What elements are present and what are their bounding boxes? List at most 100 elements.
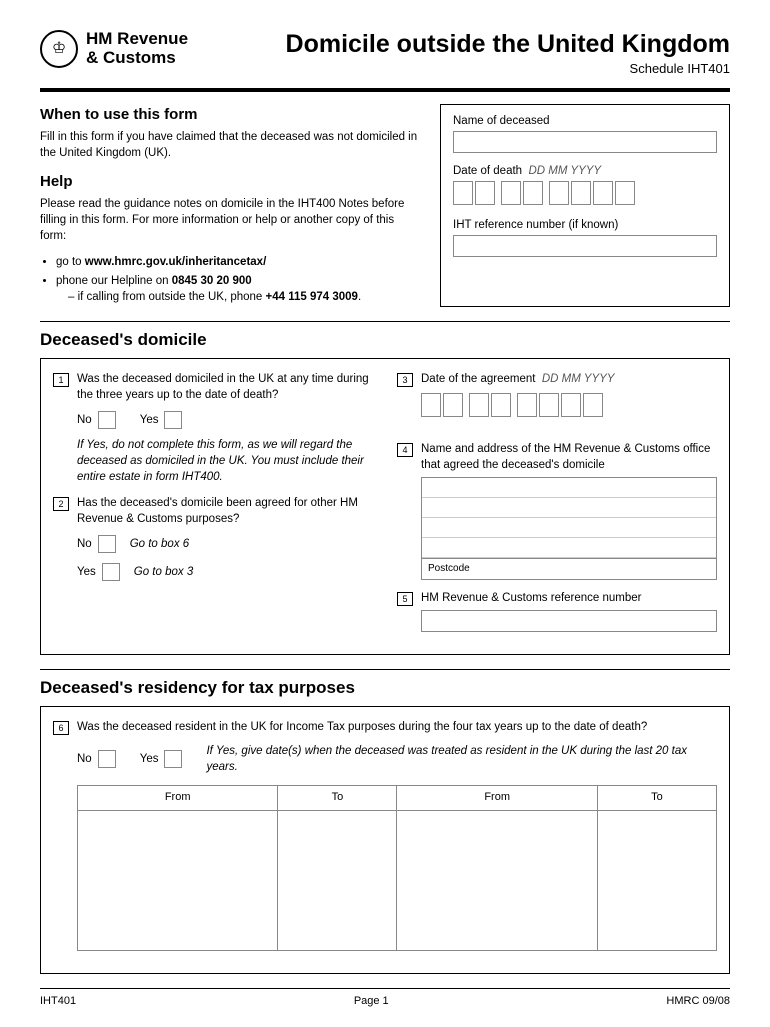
res-cell-3[interactable] xyxy=(397,810,597,950)
rule-2 xyxy=(40,669,730,670)
q3-label: Date of the agreement DD MM YYYY xyxy=(421,371,717,387)
footer: IHT401 Page 1 HMRC 09/08 xyxy=(40,988,730,1007)
domicile-col-right: 3 Date of the agreement DD MM YYYY 4 Nam… xyxy=(397,371,717,642)
q3-d1[interactable] xyxy=(421,393,441,417)
q3-num: 3 xyxy=(397,373,413,387)
when-text: Fill in this form if you have claimed th… xyxy=(40,129,420,161)
help-phone-intl: – if calling from outside the UK, phone … xyxy=(56,289,420,305)
intro-left: When to use this form Fill in this form … xyxy=(40,104,420,307)
deceased-info-box: Name of deceased Date of death DD MM YYY… xyxy=(440,104,730,307)
col-to-2: To xyxy=(597,786,716,810)
q1-no-label: No xyxy=(77,412,92,428)
q3-y2[interactable] xyxy=(539,393,559,417)
when-heading: When to use this form xyxy=(40,104,420,125)
dod-y4[interactable] xyxy=(615,181,635,205)
res-cell-4[interactable] xyxy=(597,810,716,950)
q6-yes-checkbox[interactable] xyxy=(164,750,182,768)
q6-no-checkbox[interactable] xyxy=(98,750,116,768)
org-name: HM Revenue & Customs xyxy=(86,30,188,67)
dod-boxes xyxy=(453,181,717,205)
q3-y3[interactable] xyxy=(561,393,581,417)
q4-text: Name and address of the HM Revenue & Cus… xyxy=(421,441,717,473)
dod-m2[interactable] xyxy=(523,181,543,205)
q2-text: Has the deceased's domicile been agreed … xyxy=(77,495,373,527)
dod-d2[interactable] xyxy=(475,181,495,205)
q1-yes-checkbox[interactable] xyxy=(164,411,182,429)
footer-center: Page 1 xyxy=(354,995,389,1007)
q4: 4 Name and address of the HM Revenue & C… xyxy=(397,441,717,580)
help-item-phone: phone our Helpline on 0845 30 20 900 – i… xyxy=(56,273,420,305)
rule-1 xyxy=(40,321,730,322)
q1-note: If Yes, do not complete this form, as we… xyxy=(77,437,373,485)
res-cell-2[interactable] xyxy=(278,810,397,950)
dod-d1[interactable] xyxy=(453,181,473,205)
q5: 5 HM Revenue & Customs reference number xyxy=(397,590,717,632)
q3-m2[interactable] xyxy=(491,393,511,417)
org-line1: HM Revenue xyxy=(86,30,188,49)
q2-yes-goto: Go to box 3 xyxy=(134,564,193,580)
col-from-1: From xyxy=(78,786,278,810)
q1-no-checkbox[interactable] xyxy=(98,411,116,429)
q2-yes-label: Yes xyxy=(77,564,96,580)
q4-num: 4 xyxy=(397,443,413,457)
q5-input[interactable] xyxy=(421,610,717,632)
section1-heading: Deceased's domicile xyxy=(40,330,730,350)
col-from-2: From xyxy=(397,786,597,810)
iht-input[interactable] xyxy=(453,235,717,257)
org-line2: & Customs xyxy=(86,49,188,68)
postcode-label: Postcode xyxy=(422,559,476,579)
q2-no-checkbox[interactable] xyxy=(98,535,116,553)
help-item-web: go to www.hmrc.gov.uk/inheritancetax/ xyxy=(56,254,420,270)
help-list: go to www.hmrc.gov.uk/inheritancetax/ ph… xyxy=(40,254,420,304)
form-subtitle: Schedule IHT401 xyxy=(286,61,730,76)
q3-d2[interactable] xyxy=(443,393,463,417)
q3-y1[interactable] xyxy=(517,393,537,417)
q5-num: 5 xyxy=(397,592,413,606)
q2: 2 Has the deceased's domicile been agree… xyxy=(53,495,373,589)
name-input[interactable] xyxy=(453,131,717,153)
q6-yes-label: Yes xyxy=(140,751,159,767)
q2-num: 2 xyxy=(53,497,69,511)
dod-m1[interactable] xyxy=(501,181,521,205)
q4-address-box[interactable]: Postcode xyxy=(421,477,717,580)
help-text: Please read the guidance notes on domici… xyxy=(40,196,420,244)
q6-no-label: No xyxy=(77,751,92,767)
q3: 3 Date of the agreement DD MM YYYY xyxy=(397,371,717,431)
footer-right: HMRC 09/08 xyxy=(666,995,730,1007)
help-phone: 0845 30 20 900 xyxy=(172,275,252,287)
q1-num: 1 xyxy=(53,373,69,387)
dod-y1[interactable] xyxy=(549,181,569,205)
help-url: www.hmrc.gov.uk/inheritancetax/ xyxy=(85,256,267,268)
q1-yes-label: Yes xyxy=(140,412,159,428)
residency-box: 6 Was the deceased resident in the UK fo… xyxy=(40,706,730,974)
footer-left: IHT401 xyxy=(40,995,76,1007)
col-to-1: To xyxy=(278,786,397,810)
iht-label: IHT reference number (if known) xyxy=(453,219,717,231)
dod-y3[interactable] xyxy=(593,181,613,205)
q6-num: 6 xyxy=(53,721,69,735)
res-cell-1[interactable] xyxy=(78,810,278,950)
section2-heading: Deceased's residency for tax purposes xyxy=(40,678,730,698)
domicile-col-left: 1 Was the deceased domiciled in the UK a… xyxy=(53,371,373,642)
domicile-box: 1 Was the deceased domiciled in the UK a… xyxy=(40,358,730,655)
q6-note: If Yes, give date(s) when the deceased w… xyxy=(206,743,717,775)
q2-yes-checkbox[interactable] xyxy=(102,563,120,581)
q2-no-goto: Go to box 6 xyxy=(130,536,189,552)
q3-y4[interactable] xyxy=(583,393,603,417)
q3-m1[interactable] xyxy=(469,393,489,417)
dod-y2[interactable] xyxy=(571,181,591,205)
dod-label: Date of death DD MM YYYY xyxy=(453,165,717,177)
intro-section: When to use this form Fill in this form … xyxy=(40,104,730,307)
q2-no-label: No xyxy=(77,536,92,552)
q1: 1 Was the deceased domiciled in the UK a… xyxy=(53,371,373,485)
q6-text: Was the deceased resident in the UK for … xyxy=(77,719,717,735)
form-title: Domicile outside the United Kingdom xyxy=(286,30,730,59)
header: ♔ HM Revenue & Customs Domicile outside … xyxy=(40,30,730,76)
q5-text: HM Revenue & Customs reference number xyxy=(421,590,717,606)
title-block: Domicile outside the United Kingdom Sche… xyxy=(286,30,730,76)
crown-logo-icon: ♔ xyxy=(40,30,78,68)
rule-thick xyxy=(40,88,730,92)
q1-text: Was the deceased domiciled in the UK at … xyxy=(77,371,373,403)
residency-table: From To From To xyxy=(77,785,717,950)
logo-block: ♔ HM Revenue & Customs xyxy=(40,30,188,68)
